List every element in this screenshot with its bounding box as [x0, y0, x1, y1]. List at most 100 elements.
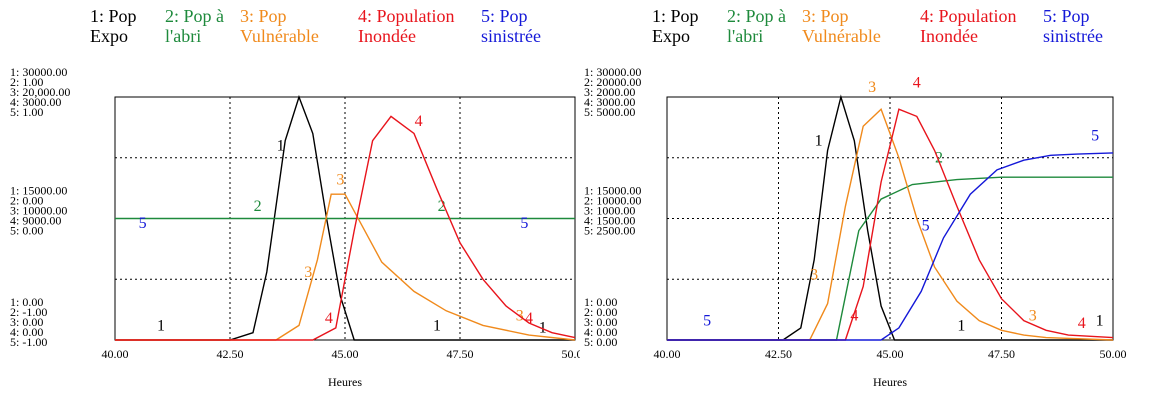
- y-tick-label: 1: 15000.00: [584, 184, 641, 198]
- x-axis-label: Heures: [873, 375, 907, 389]
- legend-label: 3: Pop: [802, 6, 849, 26]
- series-marker-4: 4: [325, 310, 333, 327]
- x-tick-label: 50.00: [1100, 347, 1127, 361]
- y-tick-label: 3: 20,000.00: [10, 85, 70, 99]
- y-tick-label: 5: 5000.00: [584, 105, 635, 119]
- legend-label: 1: Pop: [90, 6, 137, 26]
- y-tick-label: 5: -1.00: [10, 335, 47, 349]
- series-line-4: [115, 115, 576, 341]
- series-line-3: [667, 107, 1114, 341]
- y-tick-label: 2: -1.00: [10, 305, 47, 319]
- series-marker-2: 2: [438, 198, 446, 215]
- series-marker-5: 5: [703, 312, 711, 329]
- y-tick-label: 5: 0.00: [584, 335, 617, 349]
- y-tick-label: 1: 30000.00: [584, 65, 641, 79]
- y-tick-label: 1: 30000.00: [10, 65, 67, 79]
- series-marker-3: 3: [868, 79, 876, 96]
- series-marker-5: 5: [139, 215, 147, 232]
- legend-item-2: 2: Pop à l'abri: [727, 6, 786, 46]
- y-tick-label: 2: 0.00: [584, 305, 617, 319]
- chart-panel-right: 1: Pop Expo 2: Pop à l'abri 3: Pop Vulnérab…: [580, 0, 1161, 412]
- plot-area: 40.00 42.50 45.00 47.50 50.00 Heures 1: 30000.…: [10, 65, 581, 389]
- y-tick-label: 3: 2000.00: [584, 85, 635, 99]
- legend-item-3: 3: Pop Vulnérable: [240, 6, 319, 46]
- x-tick-label: 42.50: [765, 347, 792, 361]
- series-marker-4: 4: [913, 74, 921, 91]
- series-marker-1: 1: [277, 137, 285, 154]
- y-tick-label: 4: 3000.00: [584, 95, 635, 109]
- y-tick-label: 2: 10000.00: [584, 194, 641, 208]
- series-marker-1: 1: [957, 317, 965, 334]
- y-tick-label: 2: 0.00: [10, 194, 43, 208]
- chart-panel-left: 1: Pop Expo 2: Pop à l'abri 3: Pop Vulnérab…: [0, 0, 580, 412]
- series-line-4: [667, 108, 1114, 341]
- legend-item-3: 3: Pop Vulnérable: [802, 6, 881, 46]
- x-tick-label: 40.00: [654, 347, 681, 361]
- legend-label-2: Vulnérable: [802, 26, 881, 46]
- legend-label-2: Inondée: [358, 26, 416, 46]
- x-tick-label: 40.00: [102, 347, 129, 361]
- series-line-1: [667, 94, 1113, 341]
- x-tick-label: 47.50: [988, 347, 1015, 361]
- legend-label-2: sinistrée: [1043, 26, 1103, 46]
- series-marker-5: 5: [922, 218, 930, 235]
- y-tick-label: 4: 1500.00: [584, 214, 635, 228]
- series-line-5: [667, 152, 1114, 341]
- series-marker-5: 5: [520, 215, 528, 232]
- legend-label-2: l'abri: [165, 26, 202, 46]
- y-tick-label: 1: 0.00: [10, 295, 43, 309]
- y-tick-label: 4: 0.00: [10, 325, 43, 339]
- series-marker-1: 1: [157, 317, 165, 334]
- series-marker-2: 2: [254, 198, 262, 215]
- legend-label-2: Expo: [652, 26, 690, 46]
- y-tick-label: 4: 3000.00: [10, 95, 61, 109]
- legend-item-5: 5: Pop sinistrée: [481, 6, 541, 46]
- y-tick-label: 1: 0.00: [584, 295, 617, 309]
- legend-label: 4: Population: [920, 6, 1017, 26]
- series-marker-3: 3: [1029, 308, 1037, 325]
- legend-label: 5: Pop: [1043, 6, 1090, 26]
- x-tick-label: 50.00: [562, 347, 581, 361]
- legend-label: 3: Pop: [240, 6, 287, 26]
- y-tick-label: 1: 15000.00: [10, 184, 67, 198]
- x-tick-label: 42.50: [217, 347, 244, 361]
- legend-label-2: l'abri: [727, 26, 764, 46]
- y-tick-label: 5: 1.00: [10, 105, 43, 119]
- legend-item-2: 2: Pop à l'abri: [165, 6, 224, 46]
- x-tick-label: 45.00: [877, 347, 904, 361]
- series-marker-5: 5: [1091, 128, 1099, 145]
- y-tick-label: 3: 0.00: [10, 315, 43, 329]
- legend-item-4: 4: Population Inondée: [358, 6, 455, 46]
- y-tick-label: 2: 20000.00: [584, 75, 641, 89]
- legend-label-2: Vulnérable: [240, 26, 319, 46]
- legend: 1: Pop Expo 2: Pop à l'abri 3: Pop Vulnérab…: [652, 6, 1142, 62]
- legend-item-1: 1: Pop Expo: [90, 6, 137, 46]
- y-tick-label: 5: 2500.00: [584, 224, 635, 238]
- series-marker-1: 1: [433, 317, 441, 334]
- series-marker-3: 3: [810, 266, 818, 283]
- series-marker-1: 1: [815, 133, 823, 150]
- y-tick-label: 3: 10000.00: [10, 204, 67, 218]
- series-line-3: [115, 193, 576, 341]
- y-tick-label: 4: 9000.00: [10, 214, 61, 228]
- series-marker-1: 1: [1096, 312, 1104, 329]
- plot-area: 40.00 42.50 45.00 47.50 50.00 Heures 1: 30000.…: [584, 65, 1127, 389]
- series-marker-4: 4: [415, 113, 423, 130]
- series-marker-3: 3: [304, 264, 312, 281]
- y-tick-label: 3: 0.00: [584, 315, 617, 329]
- legend-label: 5: Pop: [481, 6, 528, 26]
- legend-item-1: 1: Pop Expo: [652, 6, 699, 46]
- legend-label: 2: Pop à: [727, 6, 787, 26]
- legend-label-2: Inondée: [920, 26, 978, 46]
- legend-label: 4: Population: [358, 6, 455, 26]
- x-tick-label: 47.50: [447, 347, 474, 361]
- series-marker-3: 3: [336, 171, 344, 188]
- series-marker-4: 4: [850, 308, 858, 325]
- legend-label-2: sinistrée: [481, 26, 541, 46]
- y-tick-label: 4: 0.00: [584, 325, 617, 339]
- series-marker-2: 2: [935, 150, 943, 167]
- x-axis-label: Heures: [328, 375, 362, 389]
- y-tick-label: 5: 0.00: [10, 224, 43, 238]
- legend-item-4: 4: Population Inondée: [920, 6, 1017, 46]
- legend-label: 1: Pop: [652, 6, 699, 26]
